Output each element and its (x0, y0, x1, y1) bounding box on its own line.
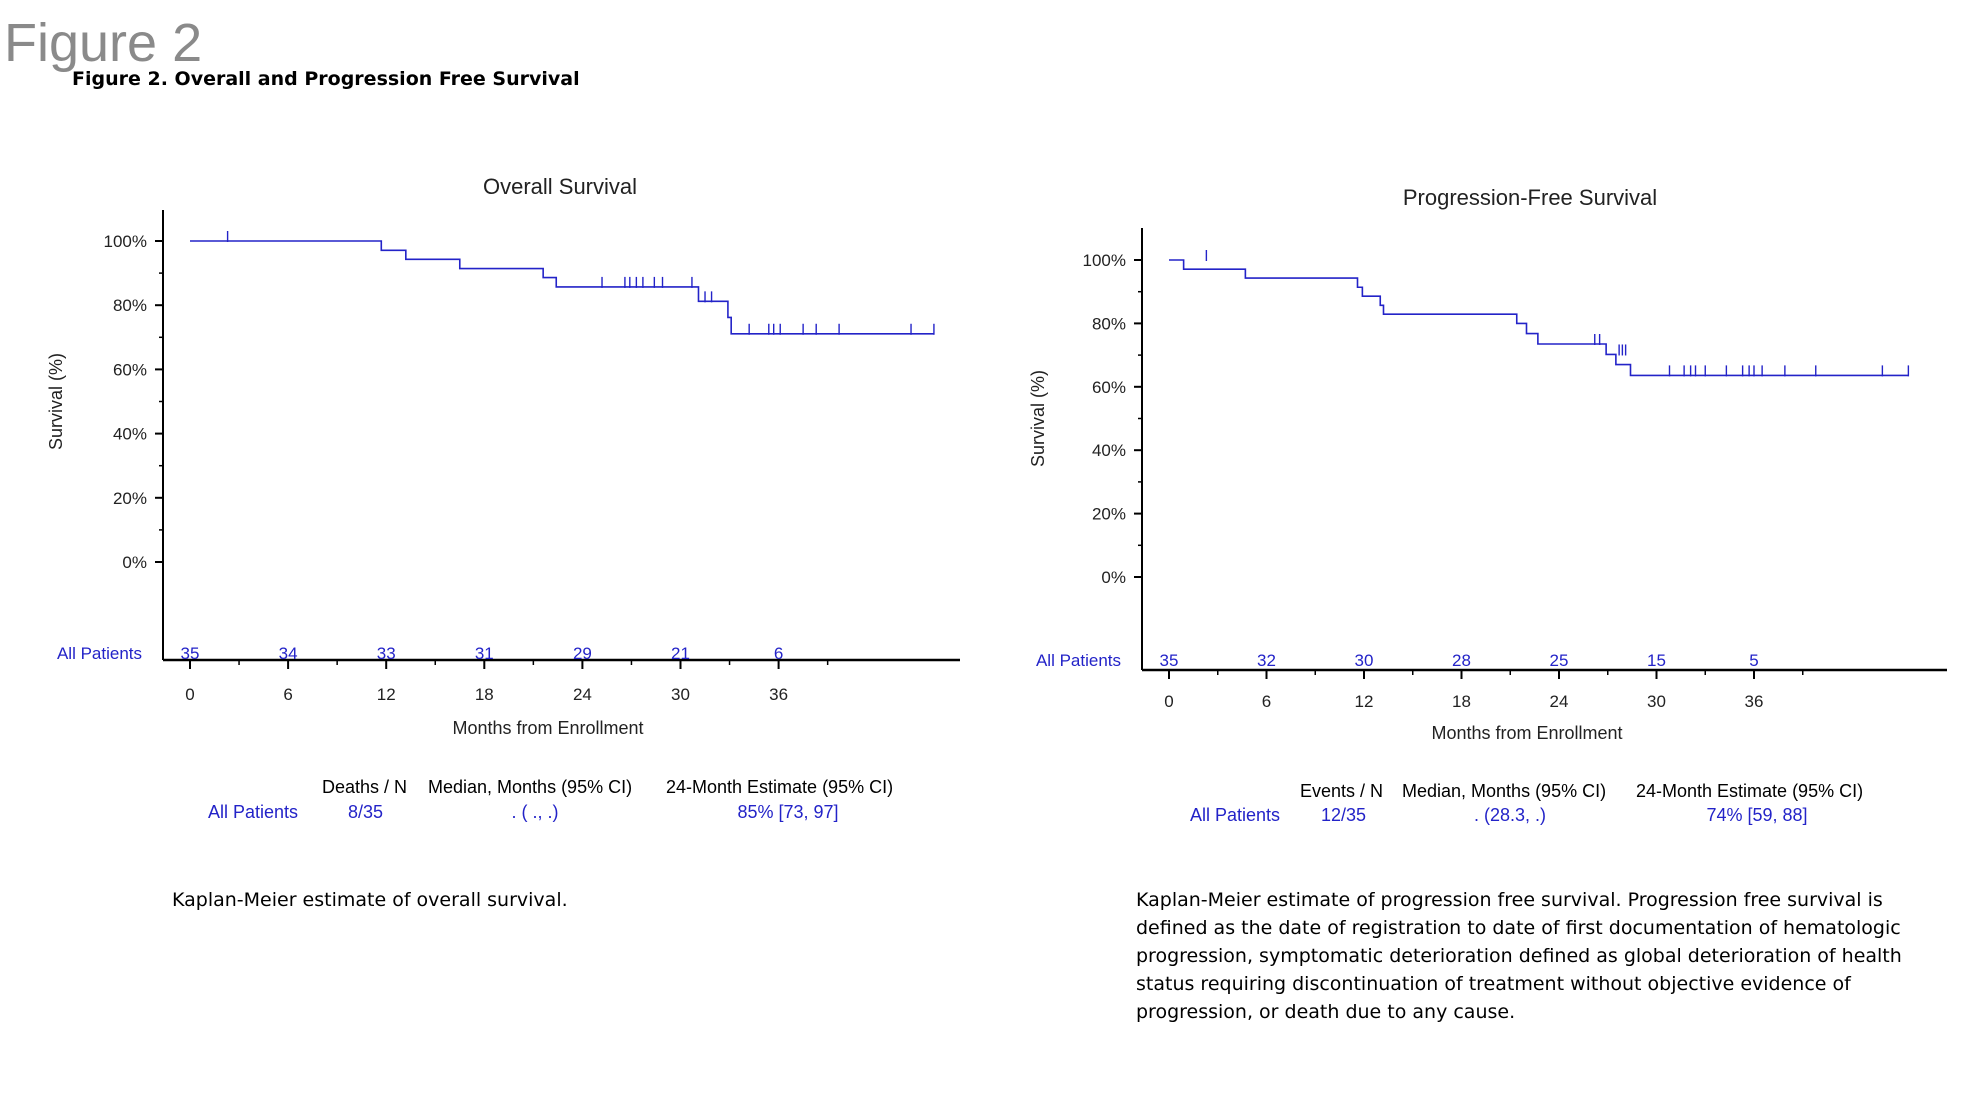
summary-events-value: 8/35 (348, 802, 384, 822)
x-tick-label: 36 (769, 685, 788, 704)
y-tick-label: 20% (1092, 505, 1126, 524)
at-risk-count: 30 (1355, 651, 1374, 670)
at-risk-label: All Patients (57, 644, 142, 663)
y-tick-label: 60% (113, 360, 147, 379)
summary-header-events: Events / N (1300, 781, 1384, 801)
at-risk-count: 15 (1647, 651, 1666, 670)
x-axis-label: Months from Enrollment (1431, 723, 1622, 743)
progression-free-survival-chart: 0% 20% 40% 60% 80% 100% 0 6 12 18 24 30 36 Months fro… (1028, 228, 1947, 743)
at-risk-count: 32 (1257, 651, 1276, 670)
summary-header-median: Median, Months (95% CI) (1402, 781, 1607, 801)
x-tick-label: 30 (1647, 692, 1666, 711)
y-tick-label: 20% (113, 489, 147, 508)
summary-header-median: Median, Months (95% CI) (428, 777, 633, 797)
x-tick-label: 0 (1164, 692, 1173, 711)
at-risk-count: 25 (1550, 651, 1569, 670)
at-risk-count: 34 (279, 644, 298, 663)
y-axis-label: Survival (%) (46, 353, 66, 450)
at-risk-count: 21 (671, 644, 690, 663)
progression-free-survival-panel: Progression-Free Survival 0% 20% 40% 60% 80%… (1010, 185, 1960, 865)
x-axis-label: Months from Enrollment (452, 718, 643, 738)
overall-survival-chart: 0% 20% 40% 60% 80% 100% 0 6 12 18 24 30 36 Months fro… (46, 210, 960, 738)
survival-curve (190, 240, 934, 335)
at-risk-count: 6 (774, 644, 783, 663)
summary-median-value: . ( ., .) (511, 802, 559, 822)
x-tick-label: 12 (377, 685, 396, 704)
x-tick-label: 18 (1452, 692, 1471, 711)
at-risk-count: 31 (475, 644, 494, 663)
summary-estimate-value: 85% [73, 97] (737, 802, 839, 822)
x-tick-label: 30 (671, 685, 690, 704)
y-tick-label: 40% (1092, 441, 1126, 460)
x-tick-label: 6 (283, 685, 292, 704)
survival-curve (1169, 259, 1909, 377)
at-risk-count: 33 (377, 644, 396, 663)
y-tick-label: 100% (1083, 251, 1126, 270)
y-tick-label: 60% (1092, 378, 1126, 397)
y-tick-label: 100% (104, 232, 147, 251)
summary-row-label: All Patients (208, 802, 299, 822)
overall-survival-panel: Overall Survival 0% 20% 40% 60% 80% 100% 0 6 12 1… (30, 170, 970, 850)
x-tick-label: 0 (185, 685, 194, 704)
at-risk-count: 5 (1749, 651, 1758, 670)
x-tick-label: 18 (475, 685, 494, 704)
x-tick-label: 36 (1745, 692, 1764, 711)
at-risk-count: 35 (1160, 651, 1179, 670)
overall-survival-caption: Kaplan-Meier estimate of overall surviva… (172, 889, 568, 911)
summary-header-events: Deaths / N (322, 777, 408, 797)
x-tick-label: 24 (1550, 692, 1569, 711)
summary-estimate-value: 74% [59, 88] (1706, 805, 1808, 825)
chart-title: Progression-Free Survival (1402, 185, 1658, 210)
summary-header-estimate: 24-Month Estimate (95% CI) (666, 777, 894, 797)
y-tick-label: 40% (113, 425, 147, 444)
chart-title: Overall Survival (482, 174, 638, 199)
y-tick-label: 0% (1101, 568, 1126, 587)
summary-median-value: . (28.3, .) (1473, 805, 1547, 825)
x-tick-label: 6 (1262, 692, 1271, 711)
x-tick-label: 24 (573, 685, 592, 704)
figure-label: Figure 2 (4, 13, 203, 73)
at-risk-count: 29 (573, 644, 592, 663)
figure-subtitle: Figure 2. Overall and Progression Free S… (72, 68, 580, 90)
y-axis-label: Survival (%) (1028, 370, 1048, 467)
y-tick-label: 80% (1092, 314, 1126, 333)
x-tick-label: 12 (1355, 692, 1374, 711)
summary-row-label: All Patients (1190, 805, 1281, 825)
at-risk-label: All Patients (1036, 651, 1121, 670)
y-tick-label: 80% (113, 296, 147, 315)
at-risk-count: 28 (1452, 651, 1471, 670)
summary-header-estimate: 24-Month Estimate (95% CI) (1636, 781, 1864, 801)
progression-free-survival-caption: Kaplan-Meier estimate of progression fre… (1136, 889, 1902, 1023)
y-tick-label: 0% (122, 553, 147, 572)
at-risk-count: 35 (181, 644, 200, 663)
summary-events-value: 12/35 (1321, 805, 1367, 825)
